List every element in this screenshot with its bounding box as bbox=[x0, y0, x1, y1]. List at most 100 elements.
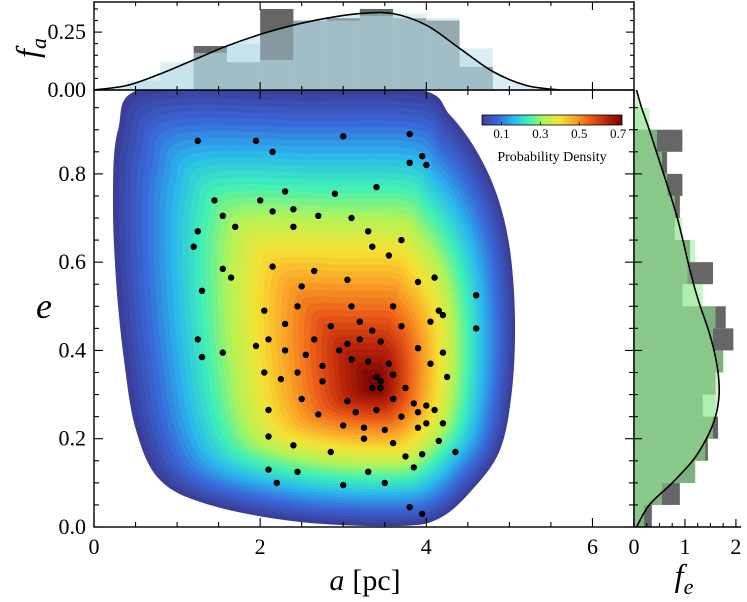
data-point bbox=[273, 479, 280, 487]
right-hist-light-bar bbox=[634, 438, 706, 461]
right-hist-light-bar bbox=[634, 284, 703, 307]
data-point bbox=[352, 409, 359, 416]
data-point bbox=[369, 243, 376, 250]
right-hist-light-bar bbox=[634, 394, 716, 417]
data-point bbox=[377, 338, 384, 345]
top-histograms bbox=[94, 8, 560, 90]
top-hist-light-bar bbox=[459, 48, 493, 90]
main-axis-ticks: 0 2 4 6 0.0 0.2 0.4 0.6 0.8 bbox=[59, 90, 635, 559]
data-point bbox=[419, 510, 426, 517]
data-point bbox=[381, 479, 388, 487]
data-point bbox=[340, 133, 347, 140]
data-point bbox=[319, 362, 326, 370]
top-axis-ticks: 0.00 0.25 bbox=[48, 2, 635, 102]
right-x-tick-label: 1 bbox=[679, 534, 690, 559]
top-kde-fill bbox=[94, 12, 560, 90]
data-point bbox=[194, 137, 201, 144]
right-axis-ticks: 0 1 2 bbox=[629, 107, 741, 559]
data-point bbox=[381, 426, 388, 434]
data-point bbox=[398, 323, 405, 330]
data-point bbox=[377, 384, 384, 392]
data-point bbox=[344, 276, 351, 283]
scatter-points bbox=[190, 130, 480, 517]
data-point bbox=[265, 466, 272, 473]
data-point bbox=[410, 464, 417, 471]
data-point bbox=[427, 360, 434, 367]
data-point bbox=[219, 265, 226, 272]
colorbar: 0.1 0.3 0.5 0.7 Probability Density bbox=[481, 114, 627, 165]
x-tick-label: 6 bbox=[587, 534, 598, 559]
data-point bbox=[211, 197, 218, 204]
data-point bbox=[344, 340, 351, 347]
y-axis-label: e bbox=[36, 286, 52, 326]
data-point bbox=[327, 323, 334, 330]
x-tick-label: 2 bbox=[255, 534, 266, 559]
data-point bbox=[473, 325, 480, 332]
data-point bbox=[435, 437, 442, 445]
data-point bbox=[261, 369, 268, 376]
data-point bbox=[427, 318, 434, 325]
data-point bbox=[414, 409, 422, 416]
top-hist-light-bar bbox=[326, 20, 360, 90]
top-kde-curve bbox=[94, 11, 560, 90]
data-point bbox=[265, 336, 272, 343]
data-point bbox=[356, 336, 363, 343]
data-point bbox=[435, 307, 442, 314]
data-point bbox=[423, 402, 430, 409]
top-y-label-sub: a bbox=[26, 38, 51, 49]
data-point bbox=[257, 197, 264, 204]
data-point bbox=[281, 320, 289, 328]
data-point bbox=[219, 212, 226, 219]
data-point bbox=[389, 303, 397, 310]
data-point bbox=[315, 212, 322, 219]
x-axis-symbol: a bbox=[329, 564, 344, 597]
data-point bbox=[348, 356, 355, 363]
data-point bbox=[290, 206, 297, 213]
right-hist-light-bar bbox=[634, 328, 713, 351]
colorbar-bar bbox=[481, 114, 623, 126]
data-point bbox=[360, 435, 368, 442]
data-point bbox=[290, 223, 297, 230]
right-hist-light-bar bbox=[634, 306, 716, 329]
y-tick-label: 0.2 bbox=[59, 426, 87, 451]
right-kde-fill bbox=[634, 90, 720, 527]
data-point bbox=[327, 448, 334, 456]
data-point bbox=[281, 347, 289, 354]
data-point bbox=[294, 468, 301, 475]
top-hist-light-bar bbox=[226, 43, 261, 90]
y-tick-label: 0.4 bbox=[59, 337, 87, 362]
data-point bbox=[423, 420, 430, 427]
data-point bbox=[360, 424, 368, 431]
data-point bbox=[419, 451, 426, 458]
data-point bbox=[402, 453, 409, 460]
data-point bbox=[414, 345, 422, 352]
y-tick-label: 0.8 bbox=[59, 161, 87, 186]
colorbar-tick-label: 0.1 bbox=[493, 126, 509, 141]
data-point bbox=[414, 424, 422, 431]
right-x-label-sub: e bbox=[684, 574, 694, 599]
data-point bbox=[294, 369, 301, 376]
data-point bbox=[452, 448, 459, 456]
data-point bbox=[406, 130, 413, 138]
data-point bbox=[431, 406, 438, 414]
x-axis-unit: [pc] bbox=[352, 564, 400, 597]
data-point bbox=[227, 274, 235, 281]
data-point bbox=[389, 371, 397, 378]
data-point bbox=[389, 439, 397, 447]
data-point bbox=[298, 395, 305, 403]
data-point bbox=[194, 336, 201, 343]
data-point bbox=[356, 318, 363, 325]
x-tick-label: 4 bbox=[421, 534, 432, 559]
data-point bbox=[473, 292, 480, 299]
data-point bbox=[348, 303, 355, 310]
top-marginal-panel: 0.00 0.25 fa bbox=[9, 1, 635, 102]
top-y-tick-label: 0.25 bbox=[48, 19, 87, 44]
data-point bbox=[365, 228, 372, 235]
data-point bbox=[190, 243, 197, 250]
right-x-tick-label: 0 bbox=[629, 534, 640, 559]
data-point bbox=[439, 420, 447, 427]
data-point bbox=[373, 406, 380, 414]
data-point bbox=[369, 384, 376, 392]
right-hist-light-bar bbox=[634, 240, 696, 263]
